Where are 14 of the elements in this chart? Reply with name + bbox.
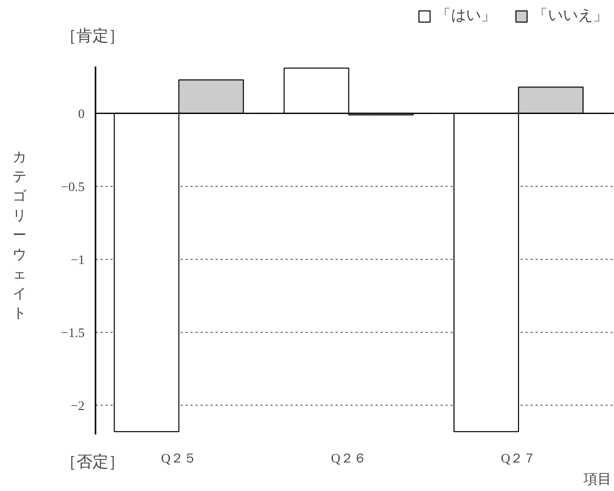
legend-label: 「はい」 — [436, 6, 496, 25]
x-axis-title: 項目 — [582, 472, 612, 488]
text: カテゴリーウェイト — [12, 150, 26, 322]
y-tick-label: 0 — [78, 106, 85, 121]
y-tick-label: −1.5 — [61, 324, 85, 340]
y-tick-label: −0.5 — [61, 178, 85, 194]
text: ［否定］ — [60, 453, 124, 471]
legend-label: 「いいえ」 — [533, 6, 608, 25]
x-tick-label: Q２６ — [330, 450, 366, 466]
x-tick-label: Q２５ — [161, 450, 197, 466]
y-tick-label: −2 — [70, 398, 85, 413]
y-tick-label: −1 — [70, 252, 85, 267]
text: ［肯定］ — [60, 27, 124, 45]
x-tick-label: Q２７ — [500, 450, 536, 466]
